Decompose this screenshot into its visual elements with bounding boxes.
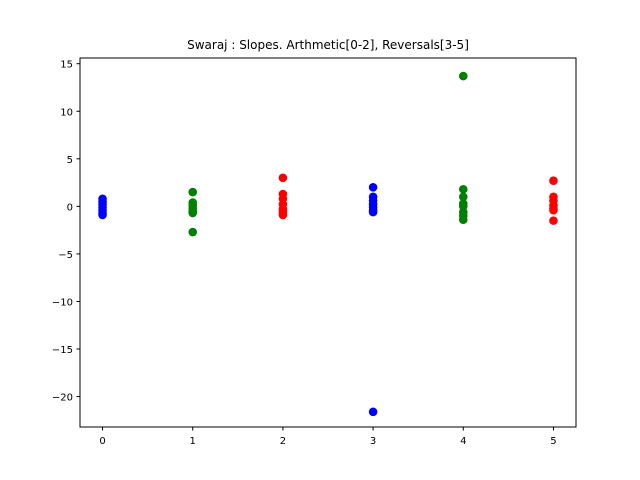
data-point	[278, 210, 288, 220]
data-point	[458, 192, 468, 202]
x-tick-label: 2	[280, 436, 286, 447]
data-point	[458, 71, 468, 81]
x-tick-label: 4	[460, 436, 466, 447]
x-tick-label: 5	[550, 436, 556, 447]
data-point	[458, 184, 468, 194]
data-point	[188, 187, 198, 197]
y-tick-label: −15	[52, 345, 73, 356]
data-point	[368, 207, 378, 217]
data-point	[278, 173, 288, 183]
data-point	[458, 215, 468, 224]
data-points	[98, 71, 558, 417]
axes: 0 1 2 3 4 5 15 10 5 0 −5 −10 −15 −20	[52, 57, 577, 447]
y-tick-label: −5	[58, 250, 73, 261]
y-tick-label: 0	[67, 202, 73, 213]
data-point	[368, 407, 378, 417]
y-tick-label: −10	[52, 297, 73, 308]
y-tick-label: 5	[67, 155, 73, 166]
data-point	[188, 208, 198, 218]
x-tick-label: 1	[190, 436, 196, 447]
y-tick-label: 10	[60, 107, 73, 118]
chart-title: Swaraj : Slopes. Arthmetic[0-2], Reversa…	[187, 38, 469, 52]
data-point	[188, 227, 198, 237]
data-point	[549, 205, 558, 215]
x-tick-label: 3	[370, 436, 376, 447]
x-tick-label: 0	[99, 436, 105, 447]
data-point	[368, 183, 378, 192]
plot-frame	[79, 57, 577, 428]
data-point	[549, 176, 558, 185]
y-tick-label: −20	[52, 393, 73, 404]
data-point	[98, 210, 107, 220]
y-tick-label: 15	[60, 60, 73, 71]
data-point	[549, 216, 558, 225]
